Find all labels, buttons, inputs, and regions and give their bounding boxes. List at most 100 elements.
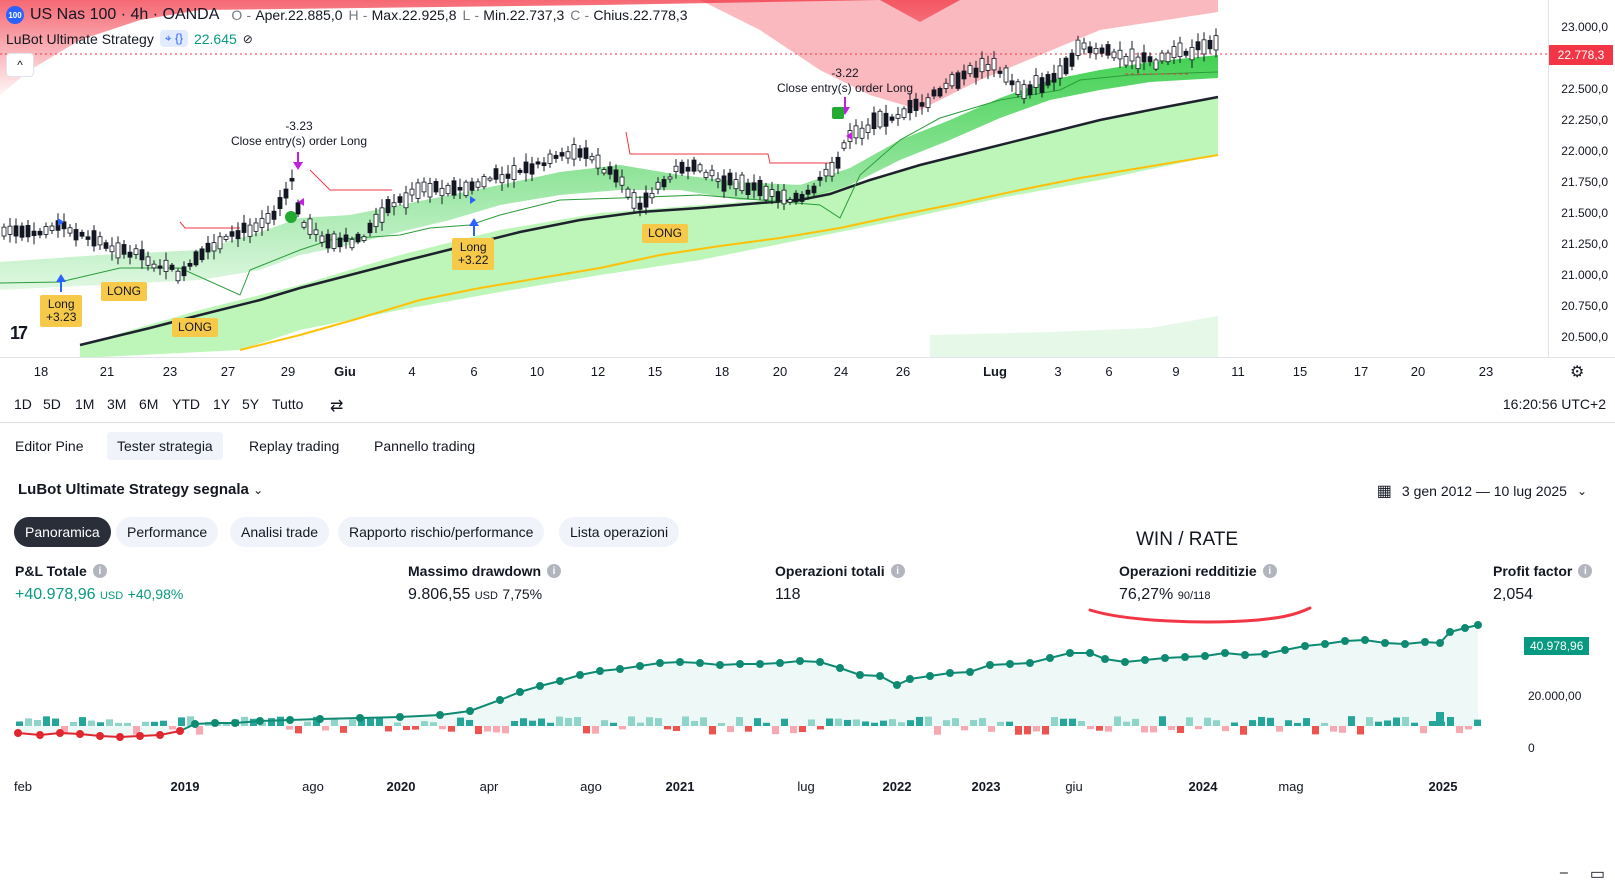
trade-bar	[34, 719, 41, 726]
clock[interactable]: 16:20:56 UTC+2	[1502, 396, 1606, 412]
candle	[367, 222, 373, 234]
trade-bar	[1411, 722, 1418, 726]
trade-label-1[interactable]: Long +3.23	[40, 295, 83, 327]
candle	[223, 235, 229, 240]
equity-chart[interactable]	[0, 620, 1615, 780]
long-signal-2[interactable]: LONG	[172, 318, 219, 337]
collapse-legend-button[interactable]: ^	[6, 53, 34, 77]
range-button-3m[interactable]: 3M	[107, 396, 127, 412]
time-tick: 6	[1105, 364, 1113, 379]
long-signal-3[interactable]: LONG	[642, 224, 689, 243]
range-button-1d[interactable]: 1D	[14, 396, 32, 412]
trade-bar	[1339, 726, 1346, 733]
equity-point	[946, 669, 954, 677]
candle	[877, 110, 883, 128]
equity-point	[596, 667, 604, 675]
pnl-label-text: P&L Totale	[15, 563, 87, 579]
tab-bar-replay[interactable]: Replay trading	[249, 438, 340, 454]
info-icon[interactable]: i	[92, 564, 107, 578]
date-range-selector[interactable]: ▦ 3 gen 2012 — 10 lug 2025 ⌄	[1377, 481, 1587, 501]
candle	[601, 169, 607, 174]
minimize-panel-icon[interactable]: ⎯	[1559, 864, 1568, 881]
candle	[751, 182, 757, 191]
tab-pine-editor[interactable]: Editor Pine	[15, 438, 84, 454]
equity-point	[836, 664, 844, 672]
trade-bar	[367, 718, 374, 726]
equity-point	[636, 662, 644, 670]
subtab-trade-list[interactable]: Lista operazioni	[559, 517, 680, 547]
range-button-1y[interactable]: 1Y	[213, 396, 231, 412]
equity-y-tick-0: 0	[1528, 741, 1535, 755]
symbol-legend[interactable]: 100 US Nas 100 · 4h · OANDA O - Aper.22.…	[6, 6, 688, 24]
candle	[889, 116, 895, 121]
trade-bar	[601, 720, 608, 726]
info-icon[interactable]: i	[1578, 564, 1593, 578]
candle	[1213, 35, 1219, 51]
equity-point	[906, 675, 914, 683]
chart-settings-gear-icon[interactable]: ⚙	[1570, 364, 1585, 381]
candle	[913, 98, 919, 111]
price-chart-canvas[interactable]	[0, 0, 1548, 358]
low-value: Min.22.737,3	[483, 6, 565, 23]
equity-point	[1321, 640, 1329, 648]
subtab-trade-analysis[interactable]: Analisi trade	[230, 517, 330, 547]
candle	[661, 179, 667, 188]
price-chart[interactable]: 100 US Nas 100 · 4h · OANDA O - Aper.22.…	[0, 0, 1615, 360]
trade-bar	[331, 718, 338, 726]
subtab-risk-ratio[interactable]: Rapporto rischio/performance	[338, 517, 545, 547]
goto-date-icon[interactable]: ⇄	[330, 398, 344, 415]
pnl-label: P&L Totale i	[15, 563, 107, 579]
trade-label-2[interactable]: Long +3.22	[452, 238, 495, 270]
strategy-title[interactable]: LuBot Ultimate Strategy segnala ⌄	[18, 481, 263, 498]
symbol-name[interactable]: US Nas 100 · 4h · OANDA	[30, 6, 220, 23]
info-icon[interactable]: i	[547, 564, 562, 578]
maximize-panel-icon[interactable]: ▭	[1589, 866, 1605, 883]
time-tick: 23	[1478, 364, 1494, 379]
candle	[163, 259, 169, 272]
range-button-5d[interactable]: 5D	[43, 396, 61, 412]
subtab-overview[interactable]: Panoramica	[14, 517, 111, 547]
hide-icon[interactable]: ⊘	[242, 31, 253, 46]
range-button-5y[interactable]: 5Y	[242, 396, 260, 412]
stop-line-1	[179, 221, 240, 229]
range-button-ytd[interactable]: YTD	[172, 396, 200, 412]
trade-bar	[826, 718, 833, 726]
range-button-all[interactable]: Tutto	[272, 396, 304, 412]
equity-point	[1101, 655, 1109, 663]
trade-bar	[1141, 726, 1148, 733]
tradingview-logo-icon[interactable]: 17	[10, 323, 28, 343]
time-axis[interactable]: ⚙ 18 21 23 27 29 Giu 4 6 10 12 15 18 20 24 26 Lug 3 6 9 11 1…	[0, 357, 1615, 386]
candle	[379, 207, 385, 223]
resistance-cloud	[0, 0, 1548, 95]
trade-bar	[187, 716, 194, 726]
equity-point	[466, 707, 474, 715]
trade-bar	[340, 726, 347, 733]
trade-bar	[889, 719, 896, 726]
indicator-settings-icon[interactable]: ⌖ {}	[159, 30, 188, 47]
range-button-6m[interactable]: 6M	[139, 396, 159, 412]
tab-strategy-tester[interactable]: Tester strategia	[107, 432, 223, 460]
candle	[1, 226, 7, 237]
trade-bar	[511, 720, 518, 726]
info-icon[interactable]: i	[890, 564, 905, 578]
candle	[439, 187, 445, 197]
candle	[991, 58, 997, 71]
range-button-1m[interactable]: 1M	[75, 396, 95, 412]
trade-bar	[1033, 726, 1040, 732]
indicator-legend[interactable]: LuBot Ultimate Strategy ⌖ {} 22.645 ⊘	[6, 30, 253, 47]
candle	[235, 230, 241, 240]
trade-bar	[556, 716, 563, 726]
tab-trading-panel[interactable]: Pannello trading	[374, 438, 476, 454]
candle	[673, 165, 679, 173]
subtab-performance[interactable]: Performance	[116, 517, 219, 547]
candle	[463, 181, 469, 196]
candle	[1021, 84, 1027, 100]
time-tick: 21	[99, 364, 115, 379]
info-icon[interactable]: i	[1262, 564, 1277, 578]
candle	[703, 171, 709, 178]
indicator-name[interactable]: LuBot Ultimate Strategy	[6, 30, 154, 47]
trade-bar	[1150, 726, 1157, 733]
long-signal-1[interactable]: LONG	[101, 282, 148, 301]
trade-bar	[1249, 720, 1256, 726]
entry-arrow-1	[56, 274, 66, 282]
